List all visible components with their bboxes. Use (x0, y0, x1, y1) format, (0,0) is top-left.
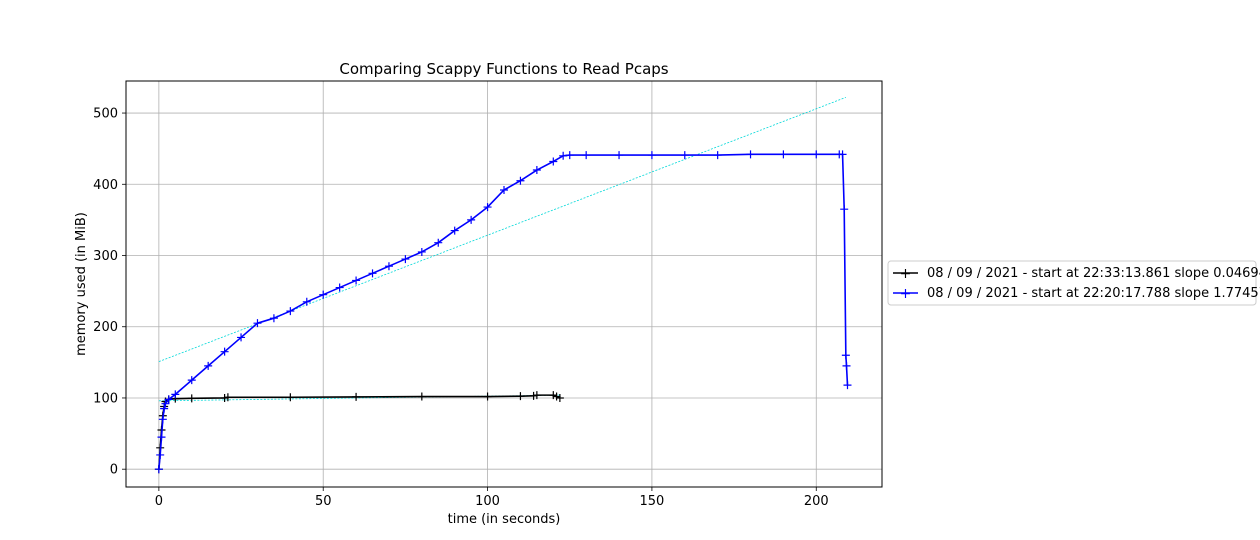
series-1-point-14 (483, 392, 492, 401)
series-2-point-2 (157, 433, 166, 442)
chart-title: Comparing Scappy Functions to Read Pcaps (339, 60, 668, 78)
series-2-point-46 (843, 381, 852, 390)
series-2-point-43 (840, 205, 849, 214)
legend-marker-1: + (900, 266, 912, 282)
series-2-point-40 (812, 150, 821, 159)
series-2-point-14 (286, 307, 295, 316)
series-1-point-10 (223, 393, 232, 402)
series-2-point-16 (319, 290, 328, 299)
series-1-point-18 (549, 391, 558, 400)
series-2 (154, 150, 852, 474)
x-tick-label-4: 200 (804, 494, 829, 509)
series-2-point-8 (187, 376, 196, 385)
series-1-point-8 (187, 394, 196, 403)
y-tick-label-3: 300 (93, 249, 118, 264)
series-2-point-19 (368, 269, 377, 278)
series-2-point-24 (450, 226, 459, 235)
series-2-point-7 (171, 390, 180, 399)
series-2-point-6 (164, 395, 173, 404)
ticks: 0 50 100 150 200 0 100 200 300 400 500 (93, 107, 829, 509)
series-1-point-15 (516, 392, 525, 401)
series-2-point-34 (615, 151, 624, 160)
series-2-point-12 (253, 319, 262, 328)
y-axis-label: memory used (in MiB) (74, 212, 89, 356)
y-tick-label-2: 200 (93, 320, 118, 335)
series-2-point-37 (713, 151, 722, 160)
series-2-point-10 (220, 347, 229, 356)
series-2-point-32 (565, 151, 574, 160)
series-group (154, 150, 852, 474)
legend-label-2: 08 / 09 / 2021 - start at 22:20:17.788 s… (927, 286, 1260, 301)
grid (126, 81, 882, 487)
series-2-point-39 (779, 150, 788, 159)
y-tick-label-1: 100 (93, 391, 118, 406)
y-tick-label-4: 400 (93, 178, 118, 193)
plot-frame (125, 80, 883, 488)
legend-marker-2: + (900, 286, 912, 302)
legend: + 08 / 09 / 2021 - start at 22:33:13.861… (887, 260, 1260, 306)
series-2-point-38 (746, 150, 755, 159)
series-2-point-44 (841, 351, 850, 360)
x-axis-label: time (in seconds) (448, 512, 561, 527)
series-2-point-29 (532, 166, 541, 175)
series-1-point-19 (552, 392, 561, 401)
series-2-point-13 (269, 314, 278, 323)
series-2-point-0 (154, 465, 163, 474)
series-2-point-23 (434, 238, 443, 247)
series-2-point-31 (559, 151, 568, 160)
series-2-point-42 (838, 150, 847, 159)
x-tick-label-1: 50 (315, 494, 332, 509)
series-2-point-17 (335, 283, 344, 292)
x-tick-label-2: 100 (475, 494, 500, 509)
series-2-point-15 (302, 297, 311, 306)
y-tick-label-5: 500 (93, 107, 118, 122)
series-1-point-11 (286, 393, 295, 402)
series-2-point-33 (582, 151, 591, 160)
series-1-point-12 (352, 392, 361, 401)
series-2-point-26 (483, 203, 492, 212)
series-2-point-3 (158, 415, 167, 424)
series-2-point-11 (237, 333, 246, 342)
x-tick-label-3: 150 (639, 494, 664, 509)
series-1-point-17 (532, 391, 541, 400)
legend-label-1: 08 / 09 / 2021 - start at 22:33:13.861 s… (927, 266, 1260, 281)
series-2-point-9 (204, 361, 213, 370)
series-2-point-28 (516, 176, 525, 185)
series-2-point-35 (647, 151, 656, 160)
series-1-point-9 (220, 393, 229, 402)
x-tick-label-0: 0 (155, 494, 163, 509)
series-2-point-5 (161, 399, 170, 408)
series-1-point-13 (417, 392, 426, 401)
series-2-point-20 (384, 262, 393, 271)
series-2-point-45 (842, 361, 851, 370)
series-2-point-18 (352, 276, 361, 285)
series-2-point-30 (549, 157, 558, 166)
series-2-point-22 (417, 247, 426, 256)
legend-frame (887, 260, 1257, 306)
series-2-point-25 (467, 215, 476, 224)
y-tick-label-0: 0 (110, 463, 118, 478)
series-2-point-1 (156, 450, 165, 459)
series-2-point-36 (680, 151, 689, 160)
series-1-point-16 (529, 391, 538, 400)
series-2-point-21 (401, 255, 410, 264)
series-1-point-20 (555, 393, 564, 402)
series-2-point-4 (160, 404, 169, 413)
series-2-point-27 (500, 185, 508, 194)
